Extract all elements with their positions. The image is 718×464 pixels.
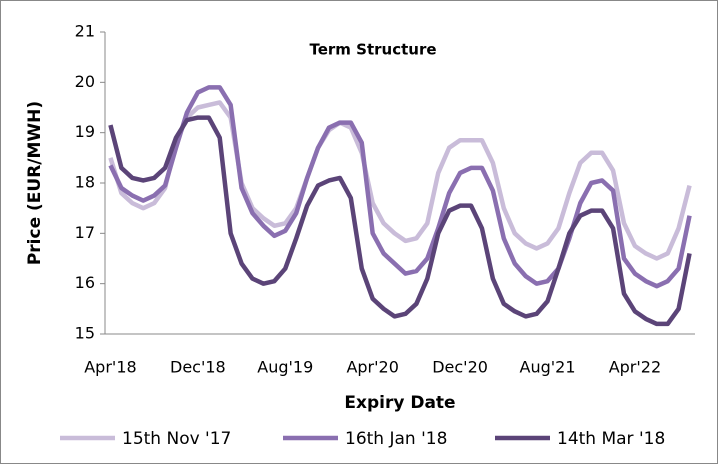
y-tick-label: 16 bbox=[75, 273, 95, 292]
y-tick-label: 21 bbox=[75, 22, 95, 41]
series-line bbox=[108, 100, 692, 261]
x-tick-label: Dec'20 bbox=[432, 358, 488, 377]
legend-label: 14th Mar '18 bbox=[557, 429, 665, 449]
x-tick-label: Dec'18 bbox=[170, 358, 226, 377]
x-tick-label: Aug'21 bbox=[520, 358, 576, 377]
x-tick-label: Aug'19 bbox=[257, 358, 313, 377]
chart-title: Term Structure bbox=[309, 41, 436, 59]
legend-label: 16th Jan '18 bbox=[345, 429, 447, 449]
series-line bbox=[108, 85, 692, 289]
legend-label: 15th Nov '17 bbox=[122, 429, 231, 449]
x-tick-label: Apr'20 bbox=[346, 358, 398, 377]
y-tick-label: 18 bbox=[75, 173, 95, 192]
x-axis-title: Expiry Date bbox=[344, 393, 455, 413]
series-line bbox=[108, 115, 692, 327]
y-tick-label: 15 bbox=[75, 324, 95, 343]
y-tick-label: 17 bbox=[75, 223, 95, 242]
y-axis-title: Price (EUR/MWH) bbox=[25, 101, 45, 265]
y-tick-label: 19 bbox=[75, 122, 95, 141]
x-tick-label: Apr'22 bbox=[609, 358, 661, 377]
x-tick-label: Apr'18 bbox=[84, 358, 136, 377]
y-tick-label: 20 bbox=[75, 72, 95, 91]
